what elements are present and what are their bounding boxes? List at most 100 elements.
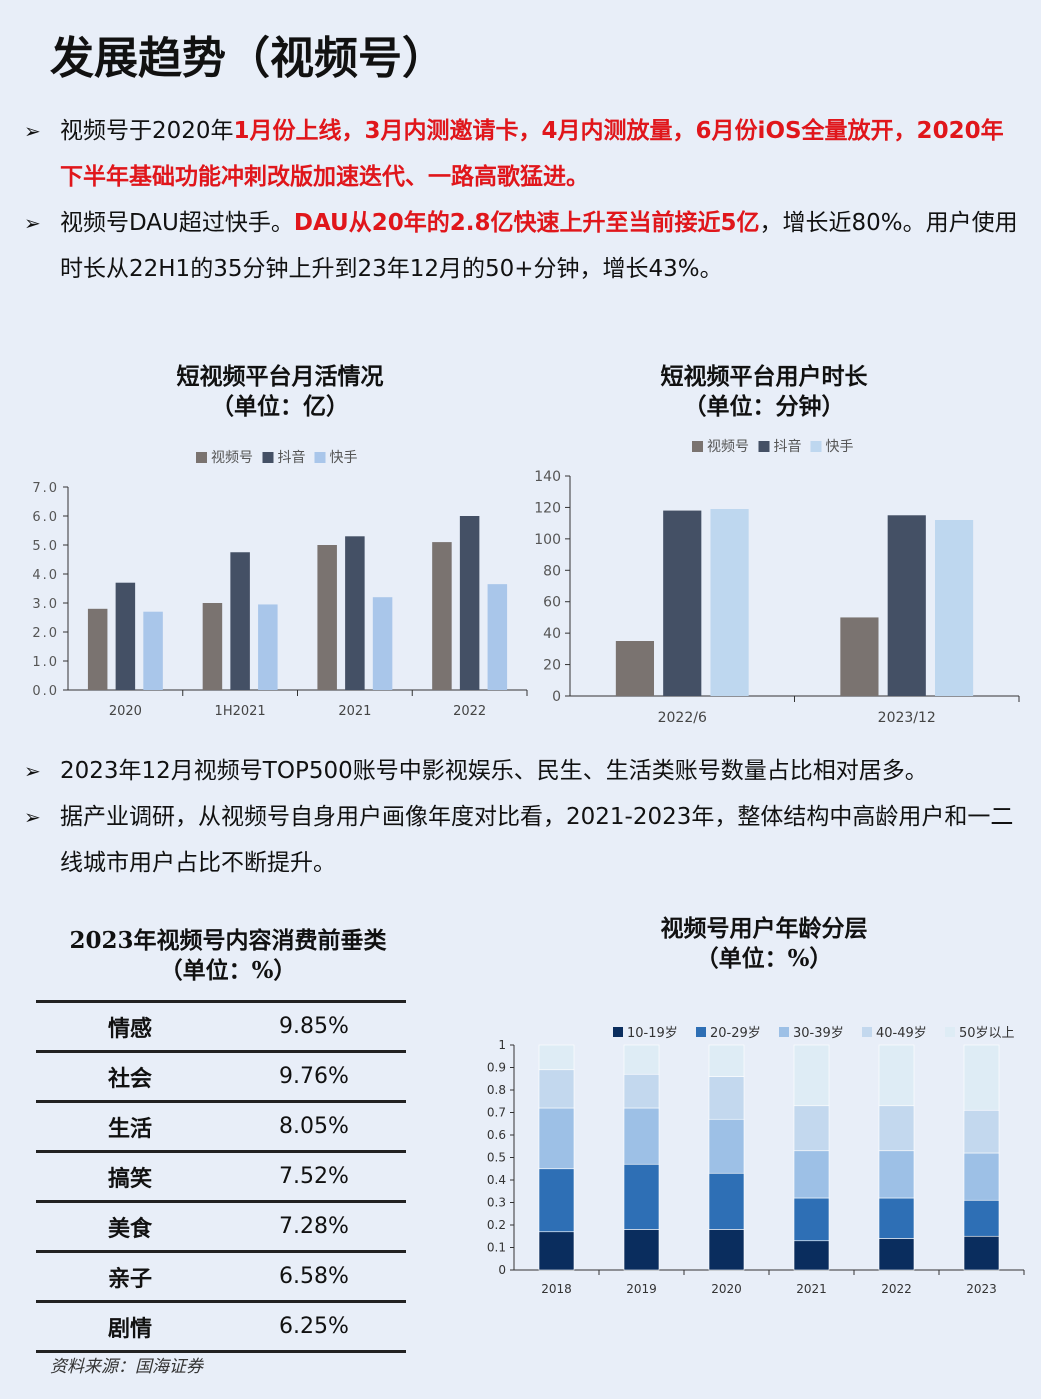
stacked-bar-30-39岁-2019	[623, 1107, 660, 1165]
x-tick-label: 2020	[711, 1282, 742, 1296]
legend-label: 40-49岁	[876, 1026, 927, 1041]
stacked-bar-40-49岁-2023	[963, 1109, 1000, 1154]
y-tick-label: 80	[543, 563, 561, 579]
bar-快手-2023/12	[934, 520, 974, 696]
table-row: 剧情 6.25%	[36, 1300, 406, 1353]
stacked-bar-10-19岁-2021	[793, 1240, 830, 1271]
legend-swatch	[862, 1027, 872, 1037]
stacked-bar-10-19岁-2022	[878, 1238, 915, 1271]
bar-快手-2020	[143, 611, 163, 690]
table-cell-value: 9.76%	[279, 1050, 406, 1102]
table-cell-value: 6.25%	[279, 1300, 406, 1353]
y-tick-label: 0	[498, 1263, 506, 1277]
y-tick-label: 0.6	[487, 1128, 506, 1142]
y-tick-label: 3.0	[32, 597, 59, 612]
bottom-bullet-1-text-0: 据产业调研，从视频号自身用户画像年度对比看，2021-2023年，整体结构中高龄…	[60, 804, 1014, 876]
x-tick-label: 2021	[338, 704, 371, 719]
table-row: 美食 7.28%	[36, 1200, 406, 1252]
bottom-bullet-0-text-0: 2023年12月视频号TOP500账号中影视娱乐、民生、生活类账号数量占比相对居…	[60, 758, 928, 784]
y-tick-label: 0.5	[487, 1151, 506, 1165]
table-title-block: 2023年视频号内容消费前垂类 （单位：%）	[28, 926, 428, 986]
y-tick-label: 40	[543, 626, 561, 642]
bar-抖音-2020	[115, 582, 136, 690]
table-cell-value: 7.52%	[279, 1150, 406, 1202]
bullet-list-top: ➢ 视频号于2020年1月份上线，3月内测邀请卡，4月内测放量，6月份iOS全量放…	[24, 108, 1024, 292]
legend-swatch	[945, 1027, 955, 1037]
y-tick-label: 0.0	[32, 684, 59, 699]
y-tick-label: 1	[498, 1038, 506, 1052]
bottom-bullet-0: ➢ 2023年12月视频号TOP500账号中影视娱乐、民生、生活类账号数量占比相对…	[24, 748, 1024, 794]
y-tick-label: 100	[534, 532, 561, 548]
table-cell-category: 情感	[36, 1000, 279, 1052]
table-row: 亲子 6.58%	[36, 1250, 406, 1302]
x-tick-label: 2021	[796, 1282, 827, 1296]
y-tick-label: 5.0	[32, 539, 59, 554]
x-tick-label: 2020	[109, 704, 142, 719]
x-tick-label: 2018	[541, 1282, 572, 1296]
y-tick-label: 20	[543, 658, 561, 674]
legend-label: 快手	[826, 439, 854, 455]
legend-swatch	[692, 441, 703, 452]
y-tick-label: 1.0	[32, 655, 59, 670]
chart4-subtitle: （单位：%）	[695, 945, 833, 972]
y-tick-label: 120	[534, 500, 561, 516]
legend-label: 抖音	[278, 449, 306, 466]
bar-快手-2022/6	[710, 509, 749, 696]
stacked-bar-50岁以上-2022	[878, 1044, 915, 1107]
top-bullet-1-text-2: ，增长近80%。用户使用时长从22H1的35分钟上升到23年12月的50+分钟，…	[60, 210, 1018, 282]
legend-label: 50岁以上	[959, 1026, 1015, 1041]
y-tick-label: 140	[534, 469, 561, 485]
stacked-bar-40-49岁-2020	[708, 1076, 745, 1120]
y-tick-label: 6.0	[32, 510, 59, 525]
chart1-subtitle: （单位：亿）	[211, 393, 349, 420]
x-tick-label: 2022	[453, 704, 486, 719]
bullet-list-bottom: ➢ 2023年12月视频号TOP500账号中影视娱乐、民生、生活类账号数量占比相对…	[24, 748, 1024, 886]
stacked-bar-10-19岁-2018	[538, 1231, 575, 1271]
top-bullet-0-text-1: 1月份上线，3月内测邀请卡，4月内测放量，6月份iOS全量放开，2020年下半年…	[60, 118, 1004, 190]
top-bullet-0: ➢ 视频号于2020年1月份上线，3月内测邀请卡，4月内测放量，6月份iOS全量放…	[24, 108, 1024, 200]
stacked-bar-30-39岁-2022	[878, 1150, 915, 1199]
page-title: 发展趋势（视频号）	[50, 33, 446, 84]
chart2-title: 短视频平台用户时长	[660, 363, 868, 390]
table-cell-category: 社会	[36, 1050, 279, 1102]
source-note: 资料来源：国海证券	[50, 1357, 203, 1377]
bar-视频号-2022/6	[615, 641, 655, 696]
stacked-bar-50岁以上-2021	[793, 1044, 830, 1107]
y-tick-label: 0	[552, 689, 561, 705]
legend-swatch	[779, 1027, 789, 1037]
stacked-bar-50岁以上-2023	[963, 1044, 1000, 1111]
y-tick-label: 0.1	[487, 1241, 506, 1255]
bar-抖音-2022	[459, 516, 480, 690]
table-cell-category: 亲子	[36, 1250, 279, 1302]
table-cell-value: 6.58%	[279, 1250, 406, 1302]
content-category-table: 情感 9.85% 社会 9.76% 生活 8.05% 搞笑 7.52% 美食 7.28% 亲子 6.5…	[36, 1000, 406, 1353]
x-tick-label: 2022/6	[658, 710, 707, 726]
legend-label: 视频号	[707, 439, 749, 455]
bar-视频号-2021	[317, 545, 337, 690]
table-cell-category: 剧情	[36, 1300, 279, 1353]
chart4-title-block: 视频号用户年龄分层 （单位：%）	[564, 914, 964, 974]
y-tick-label: 0.3	[487, 1196, 506, 1210]
bar-抖音-2021	[345, 536, 365, 690]
stacked-bar-20-29岁-2023	[963, 1199, 1000, 1237]
legend-swatch	[196, 452, 207, 463]
stacked-bar-30-39岁-2018	[538, 1107, 575, 1170]
stacked-bar-20-29岁-2020	[708, 1172, 745, 1230]
stacked-bar-40-49岁-2018	[538, 1069, 575, 1109]
stacked-bar-50岁以上-2019	[623, 1044, 660, 1075]
chart4-title: 视频号用户年龄分层	[660, 915, 868, 942]
table-title: 2023年视频号内容消费前垂类	[69, 927, 387, 954]
table-row: 社会 9.76%	[36, 1050, 406, 1102]
bar-抖音-1H2021	[230, 552, 250, 690]
table-cell-category: 生活	[36, 1100, 279, 1152]
table-row: 情感 9.85%	[36, 1000, 406, 1052]
chart1-title-block: 短视频平台月活情况 （单位：亿）	[80, 362, 480, 422]
legend-swatch	[262, 452, 274, 463]
table-cell-category: 搞笑	[36, 1150, 279, 1202]
x-tick-label: 2022	[881, 1282, 912, 1296]
chart2-title-block: 短视频平台用户时长 （单位：分钟）	[564, 362, 964, 422]
top-bullet-0-text-0: 视频号于2020年	[60, 118, 234, 144]
y-tick-label: 60	[543, 595, 561, 611]
stacked-bar-30-39岁-2023	[963, 1152, 1000, 1201]
